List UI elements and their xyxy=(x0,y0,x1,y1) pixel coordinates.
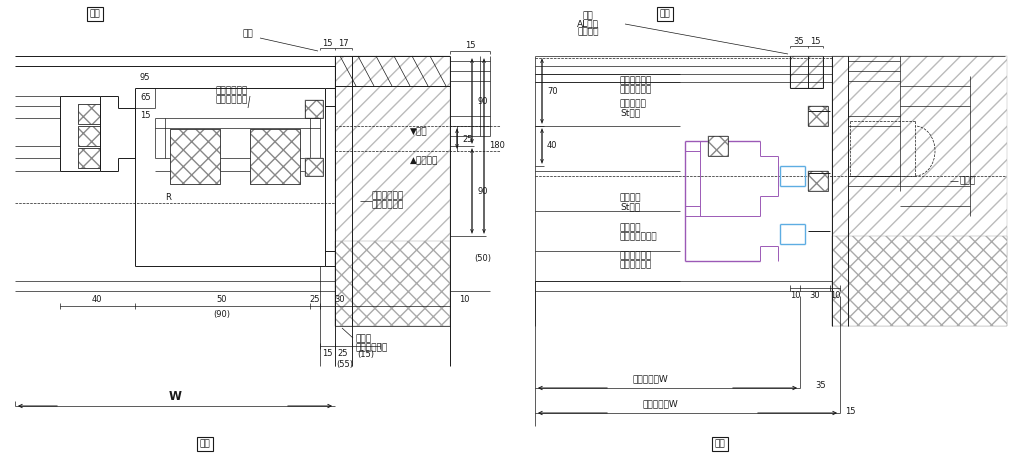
Text: 90: 90 xyxy=(477,186,487,196)
Text: 既存枠: 既存枠 xyxy=(961,177,976,185)
Text: 30: 30 xyxy=(335,295,345,303)
Bar xyxy=(170,129,220,184)
Text: 内部: 内部 xyxy=(200,439,210,448)
Bar xyxy=(250,129,300,184)
Text: 15: 15 xyxy=(140,111,151,121)
Text: シーリング材: シーリング材 xyxy=(620,252,652,260)
Text: ▼壁芯: ▼壁芯 xyxy=(410,128,428,137)
Bar xyxy=(831,236,1007,326)
Text: （内部カバー）: （内部カバー） xyxy=(620,233,657,241)
Bar xyxy=(305,100,323,118)
Text: シーリング材: シーリング材 xyxy=(620,76,652,85)
Text: 40: 40 xyxy=(92,295,102,303)
Text: （別途工事）: （別途工事） xyxy=(620,260,652,269)
Text: モルタル充填: モルタル充填 xyxy=(372,192,404,200)
Text: （別途工事）: （別途工事） xyxy=(355,343,387,352)
Text: 17: 17 xyxy=(338,40,348,48)
Bar xyxy=(305,100,323,118)
Text: 外部: 外部 xyxy=(90,9,100,19)
Bar xyxy=(831,56,1007,326)
Text: シーリング材: シーリング材 xyxy=(215,87,247,96)
Text: 不縁縁: 不縁縁 xyxy=(355,335,371,343)
Text: 15: 15 xyxy=(810,36,820,46)
Text: 10: 10 xyxy=(790,292,800,301)
Text: 50: 50 xyxy=(217,295,227,303)
Text: 25: 25 xyxy=(462,135,472,144)
Text: 水切: 水切 xyxy=(243,29,253,39)
Bar xyxy=(708,136,728,156)
Text: 15: 15 xyxy=(322,40,332,48)
Text: 水切: 水切 xyxy=(583,12,593,21)
Bar xyxy=(808,106,828,126)
Text: 35: 35 xyxy=(815,382,825,391)
Text: 10: 10 xyxy=(459,295,469,303)
Text: (15): (15) xyxy=(357,350,375,358)
Bar xyxy=(335,56,450,326)
Text: R: R xyxy=(165,193,171,203)
Text: 外部: 外部 xyxy=(659,9,671,19)
Bar xyxy=(78,126,100,146)
Text: 180: 180 xyxy=(489,142,505,151)
Text: （別途工事）: （別途工事） xyxy=(620,85,652,95)
Text: 65: 65 xyxy=(140,94,151,103)
Bar xyxy=(808,106,828,126)
Bar xyxy=(78,148,100,168)
Text: 15: 15 xyxy=(322,350,332,358)
Text: 新設サッシW: 新設サッシW xyxy=(632,375,668,384)
Text: (55): (55) xyxy=(337,359,353,369)
Text: 既存枠補強: 既存枠補強 xyxy=(620,100,647,109)
Bar xyxy=(250,129,300,184)
Text: （別途工事）: （別途工事） xyxy=(215,96,247,104)
Text: AL曲物: AL曲物 xyxy=(578,20,599,28)
Bar xyxy=(335,241,450,326)
Text: 30: 30 xyxy=(810,292,820,301)
Text: St曲物: St曲物 xyxy=(620,109,640,117)
Text: 70: 70 xyxy=(547,87,558,96)
Text: 既存サッシW: 既存サッシW xyxy=(642,399,678,409)
Bar xyxy=(78,104,100,124)
Text: 既存水切: 既存水切 xyxy=(578,27,599,36)
Text: 新設額縁: 新設額縁 xyxy=(620,224,641,233)
Bar xyxy=(790,56,823,88)
Text: (50): (50) xyxy=(474,254,490,263)
Text: 25: 25 xyxy=(309,295,321,303)
Bar xyxy=(305,158,323,176)
Text: St曲物: St曲物 xyxy=(620,203,640,212)
Text: （別途工事）: （別途工事） xyxy=(372,200,404,210)
Bar xyxy=(305,158,323,176)
Bar xyxy=(708,136,728,156)
Text: 10: 10 xyxy=(829,292,841,301)
Text: 内部: 内部 xyxy=(715,439,725,448)
Text: 95: 95 xyxy=(140,73,151,82)
Text: 25: 25 xyxy=(338,350,348,358)
Text: 取付下地: 取付下地 xyxy=(620,193,641,203)
Text: 90: 90 xyxy=(477,96,487,105)
Text: 15: 15 xyxy=(465,41,475,50)
Text: 15: 15 xyxy=(845,406,855,416)
Bar xyxy=(808,171,828,191)
Text: W: W xyxy=(169,391,181,404)
Text: ▲サッシ芯: ▲サッシ芯 xyxy=(410,157,438,165)
Text: 40: 40 xyxy=(547,142,557,151)
Bar xyxy=(170,129,220,184)
Bar xyxy=(808,171,828,191)
Bar xyxy=(78,148,100,168)
Bar xyxy=(78,126,100,146)
Text: 35: 35 xyxy=(794,36,804,46)
Text: (90): (90) xyxy=(213,309,230,318)
Bar xyxy=(78,104,100,124)
